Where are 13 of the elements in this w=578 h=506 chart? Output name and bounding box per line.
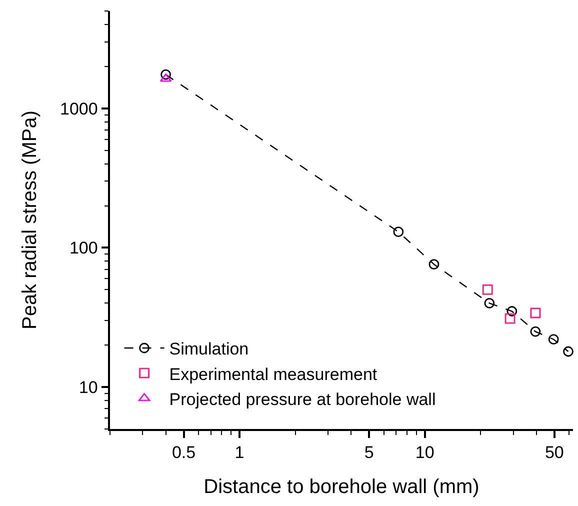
- x-tick-label: 5: [364, 443, 374, 462]
- x-tick-label: 1: [234, 443, 244, 462]
- x-tick-label: 10: [415, 443, 434, 462]
- x-tick-label: 50: [544, 443, 564, 462]
- y-tick-label: 1000: [60, 99, 98, 118]
- y-axis-title: Peak radial stress (MPa): [19, 110, 42, 330]
- legend-label: Simulation: [169, 340, 249, 359]
- y-tick-label: 100: [69, 238, 98, 258]
- y-tick-label: 10: [78, 378, 98, 398]
- legend-label: Experimental measurement: [169, 364, 378, 384]
- legend-label: Projected pressure at borehole wall: [169, 390, 436, 409]
- x-tick-label: 0.5: [172, 443, 196, 462]
- x-axis-title: Distance to borehole wall (mm): [204, 476, 480, 498]
